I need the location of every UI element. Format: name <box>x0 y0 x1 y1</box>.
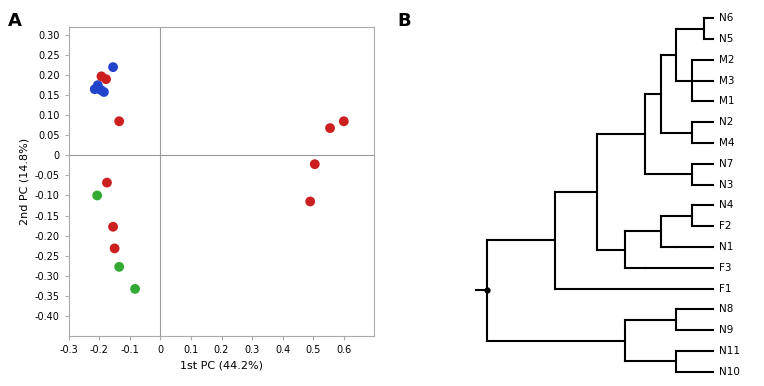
Text: N10: N10 <box>719 367 740 377</box>
Text: N8: N8 <box>719 304 733 314</box>
Text: M1: M1 <box>719 96 734 106</box>
Point <box>92 82 104 88</box>
Text: N3: N3 <box>719 179 733 190</box>
Text: N7: N7 <box>719 159 733 169</box>
Point <box>338 118 350 124</box>
Text: N11: N11 <box>719 346 740 356</box>
Point <box>91 192 103 198</box>
Text: N5: N5 <box>719 34 733 44</box>
Point <box>107 223 119 230</box>
Text: B: B <box>397 12 411 30</box>
Point <box>95 87 107 93</box>
Point <box>98 89 110 95</box>
Point <box>101 179 113 186</box>
Point <box>108 245 121 252</box>
Text: A: A <box>8 12 21 30</box>
Text: F1: F1 <box>719 284 731 293</box>
Text: N6: N6 <box>719 13 733 23</box>
Text: N4: N4 <box>719 200 733 210</box>
Text: M4: M4 <box>719 138 734 148</box>
X-axis label: 1st PC (44.2%): 1st PC (44.2%) <box>180 361 263 371</box>
Text: F2: F2 <box>719 221 731 231</box>
Text: N2: N2 <box>719 117 733 127</box>
Point <box>309 161 321 167</box>
Point <box>324 125 336 131</box>
Point <box>96 73 108 80</box>
Y-axis label: 2nd PC (14.8%): 2nd PC (14.8%) <box>19 138 29 225</box>
Point <box>100 76 112 82</box>
Text: M3: M3 <box>719 76 734 86</box>
Text: N1: N1 <box>719 242 733 252</box>
Text: M2: M2 <box>719 55 734 65</box>
Point <box>129 286 141 292</box>
Text: N9: N9 <box>719 325 733 335</box>
Point <box>89 86 101 92</box>
Text: F3: F3 <box>719 263 731 273</box>
Point <box>113 118 125 124</box>
Point <box>304 198 316 205</box>
Point <box>113 264 125 270</box>
Point <box>107 64 119 70</box>
